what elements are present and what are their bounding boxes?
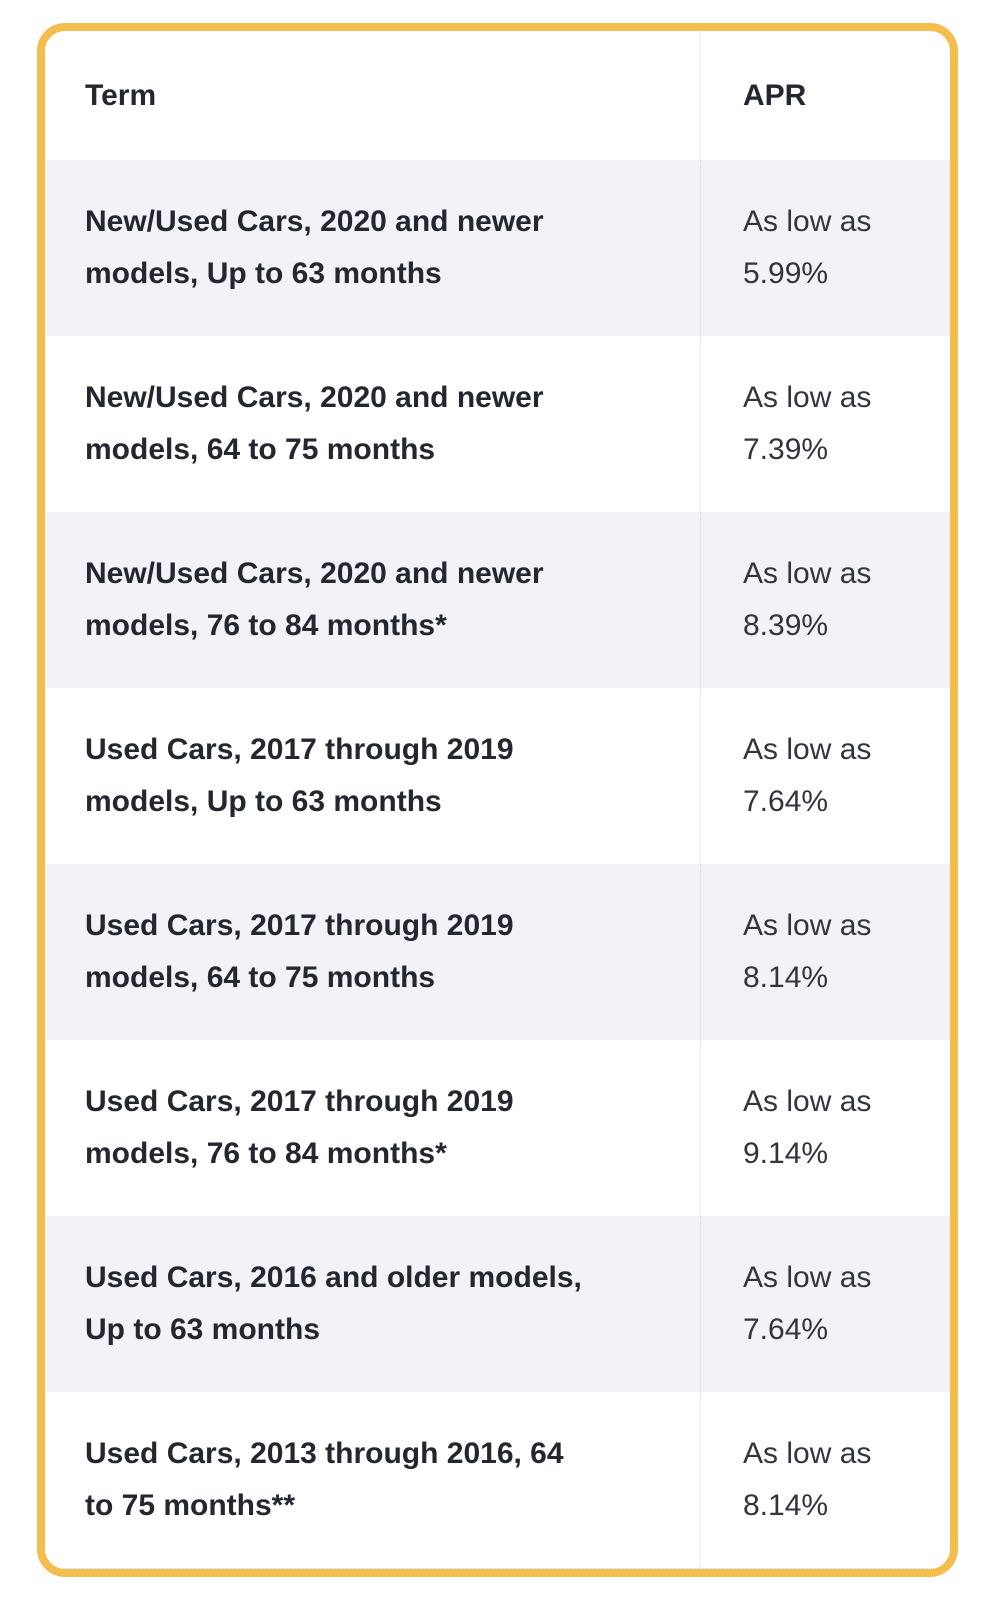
table-row: New/Used Cars, 2020 and newer models, 76… [45,512,950,688]
term-cell: Used Cars, 2017 through 2019 models, 64 … [45,864,700,1040]
term-cell: New/Used Cars, 2020 and newer models, Up… [45,160,700,336]
term-text: New/Used Cars, 2020 and newer [85,557,544,590]
apr-value-text: 8.14% [743,1489,829,1522]
term-text: models, Up to 63 months [85,785,442,818]
term-text: Up to 63 months [85,1313,321,1346]
apr-cell: As low as 7.39% [700,336,950,512]
apr-prefix-text: As low as [743,733,872,766]
table-row: Used Cars, 2017 through 2019 models, 76 … [45,1040,950,1216]
term-text: Used Cars, 2017 through 2019 [85,733,514,766]
term-text: Used Cars, 2017 through 2019 [85,1085,514,1118]
term-text: models, 64 to 75 months [85,433,436,466]
apr-value-text: 7.39% [743,433,829,466]
apr-cell: As low as 9.14% [700,1040,950,1216]
table-row: New/Used Cars, 2020 and newer models, 64… [45,336,950,512]
apr-cell: As low as 7.64% [700,1216,950,1392]
apr-value-text: 5.99% [743,257,829,290]
term-cell: Used Cars, 2013 through 2016, 64 to 75 m… [45,1392,700,1568]
term-text: models, 76 to 84 months* [85,1137,447,1170]
term-cell: Used Cars, 2017 through 2019 models, Up … [45,688,700,864]
apr-cell: As low as 8.14% [700,864,950,1040]
term-text: New/Used Cars, 2020 and newer [85,381,544,414]
auto-loan-rate-table: Term APR New/Used Cars, 2020 and newer m… [37,23,958,1577]
table-row: Used Cars, 2017 through 2019 models, Up … [45,688,950,864]
apr-prefix-text: As low as [743,909,872,942]
apr-prefix-text: As low as [743,1261,872,1294]
table-row: New/Used Cars, 2020 and newer models, Up… [45,160,950,336]
term-text: Used Cars, 2016 and older models, [85,1261,582,1294]
apr-cell: As low as 7.64% [700,688,950,864]
apr-value-text: 7.64% [743,785,829,818]
table-row: Used Cars, 2016 and older models, Up to … [45,1216,950,1392]
column-header-apr: APR [700,31,950,160]
term-cell: Used Cars, 2017 through 2019 models, 76 … [45,1040,700,1216]
term-text: Used Cars, 2013 through 2016, 64 [85,1437,564,1470]
table-row: Used Cars, 2017 through 2019 models, 64 … [45,864,950,1040]
apr-value-text: 9.14% [743,1137,829,1170]
apr-value-text: 8.14% [743,961,829,994]
apr-prefix-text: As low as [743,1437,872,1470]
column-header-apr-label: APR [743,78,807,112]
apr-cell: As low as 5.99% [700,160,950,336]
term-cell: Used Cars, 2016 and older models, Up to … [45,1216,700,1392]
apr-cell: As low as 8.39% [700,512,950,688]
apr-prefix-text: As low as [743,1085,872,1118]
term-text: models, Up to 63 months [85,257,442,290]
term-text: New/Used Cars, 2020 and newer [85,205,544,238]
column-header-term: Term [45,31,700,160]
table-row: Used Cars, 2013 through 2016, 64 to 75 m… [45,1392,950,1569]
term-cell: New/Used Cars, 2020 and newer models, 64… [45,336,700,512]
term-text: to 75 months** [85,1489,296,1522]
apr-prefix-text: As low as [743,205,872,238]
apr-cell: As low as 8.14% [700,1392,950,1568]
apr-value-text: 8.39% [743,609,829,642]
apr-prefix-text: As low as [743,557,872,590]
term-text: models, 64 to 75 months [85,961,436,994]
table-header-row: Term APR [45,31,950,160]
term-text: Used Cars, 2017 through 2019 [85,909,514,942]
apr-value-text: 7.64% [743,1313,829,1346]
term-cell: New/Used Cars, 2020 and newer models, 76… [45,512,700,688]
column-header-term-label: Term [85,78,157,112]
term-text: models, 76 to 84 months* [85,609,447,642]
apr-prefix-text: As low as [743,381,872,414]
